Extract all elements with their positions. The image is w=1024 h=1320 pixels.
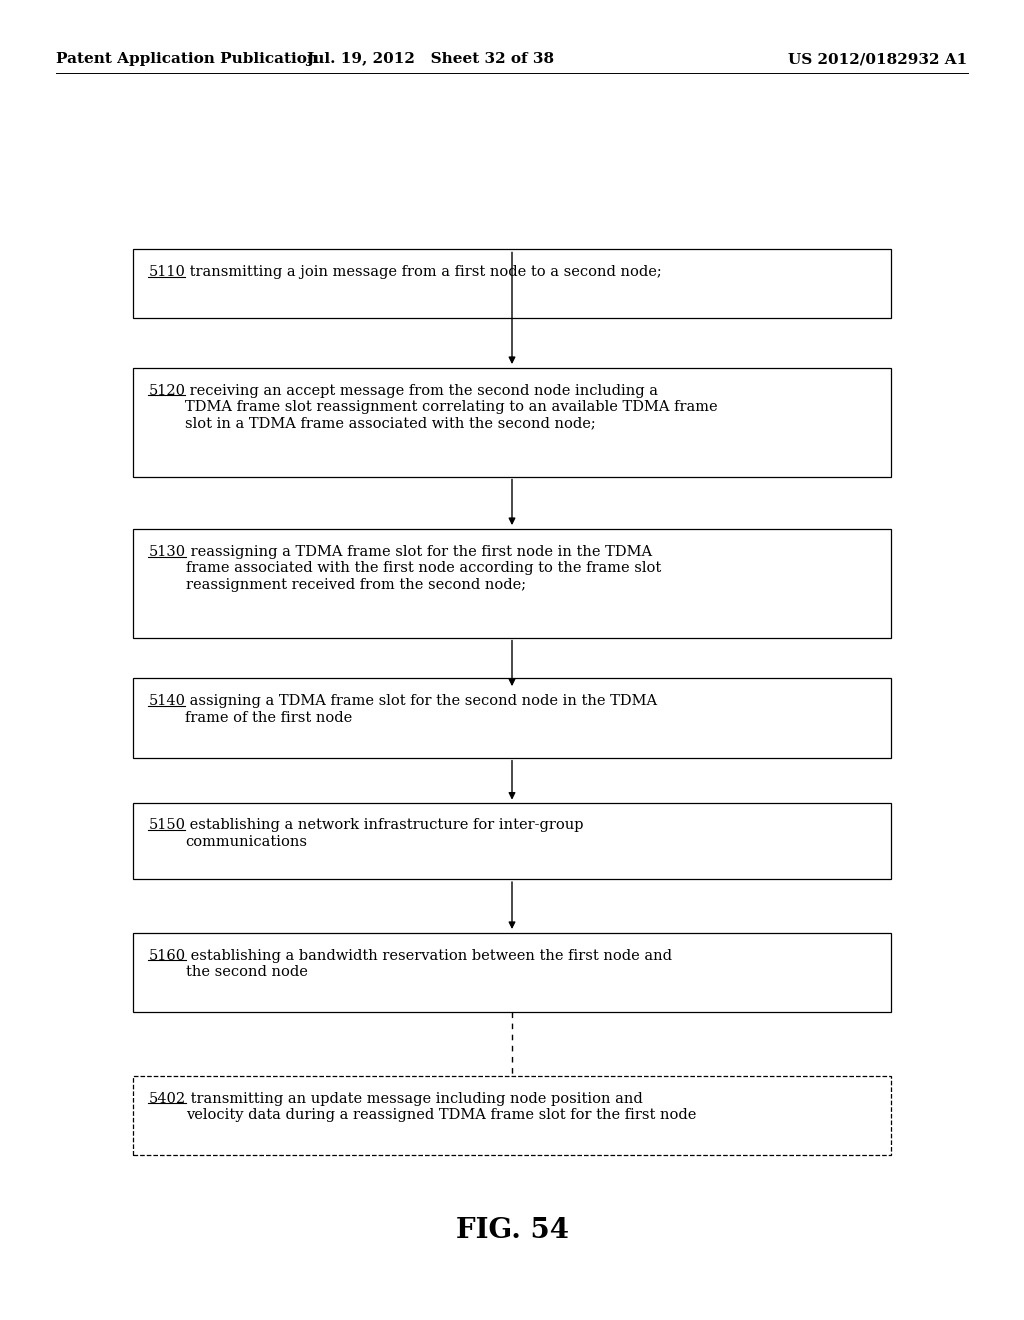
Text: Jul. 19, 2012   Sheet 32 of 38: Jul. 19, 2012 Sheet 32 of 38: [306, 53, 554, 66]
Bar: [133, 1076, 891, 1155]
Text: transmitting a join message from a first node to a second node;: transmitting a join message from a first…: [185, 265, 663, 280]
Text: 5110: 5110: [148, 265, 185, 280]
Bar: [133, 803, 891, 879]
Bar: [133, 529, 891, 638]
Text: US 2012/0182932 A1: US 2012/0182932 A1: [788, 53, 968, 66]
Bar: [133, 933, 891, 1012]
Text: Patent Application Publication: Patent Application Publication: [56, 53, 318, 66]
Bar: [133, 368, 891, 477]
Text: 5150: 5150: [148, 818, 185, 833]
Text: 5402: 5402: [148, 1092, 185, 1106]
Text: establishing a bandwidth reservation between the first node and
the second node: establishing a bandwidth reservation bet…: [185, 949, 672, 979]
Text: 5160: 5160: [148, 949, 185, 964]
Text: assigning a TDMA frame slot for the second node in the TDMA
frame of the first n: assigning a TDMA frame slot for the seco…: [185, 694, 657, 725]
Text: 5140: 5140: [148, 694, 185, 709]
Text: receiving an accept message from the second node including a
TDMA frame slot rea: receiving an accept message from the sec…: [185, 384, 718, 430]
Text: 5120: 5120: [148, 384, 185, 399]
Text: FIG. 54: FIG. 54: [456, 1217, 568, 1243]
Text: reassigning a TDMA frame slot for the first node in the TDMA
frame associated wi: reassigning a TDMA frame slot for the fi…: [185, 545, 660, 591]
Text: 5130: 5130: [148, 545, 185, 560]
Bar: [133, 678, 891, 758]
Text: establishing a network infrastructure for inter-group
communications: establishing a network infrastructure fo…: [185, 818, 584, 849]
Bar: [133, 249, 891, 318]
Text: transmitting an update message including node position and
velocity data during : transmitting an update message including…: [185, 1092, 696, 1122]
